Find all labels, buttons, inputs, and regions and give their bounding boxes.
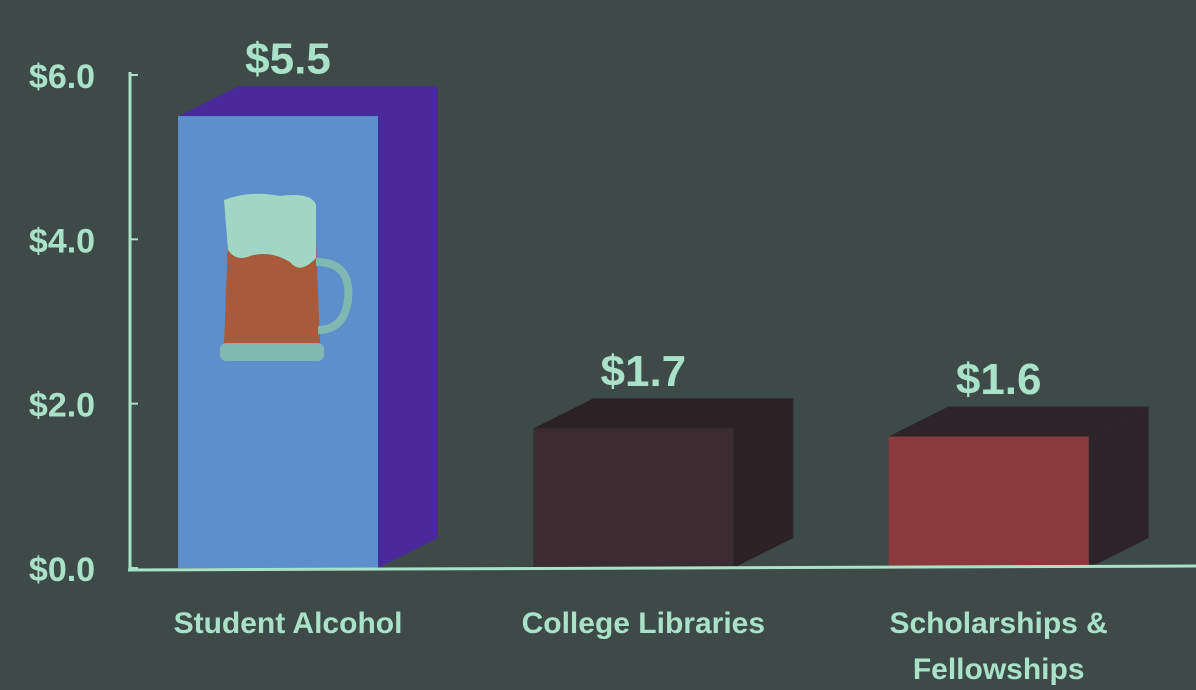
- bar-group: [533, 398, 794, 568]
- bar-side: [1088, 406, 1149, 568]
- beer-mug-icon: [220, 193, 353, 361]
- x-axis: [127, 564, 1196, 572]
- y-tick-label: $6.0: [29, 58, 95, 96]
- bar-side: [733, 398, 794, 568]
- y-tick-label: $4.0: [29, 222, 95, 260]
- value-label: $1.6: [956, 355, 1042, 404]
- y-tick-label: $0.0: [29, 551, 95, 589]
- bar-top: [178, 86, 438, 117]
- x-tick-label: Student Alcohol: [174, 607, 403, 640]
- bar-top: [533, 398, 794, 429]
- bar-top: [888, 406, 1149, 437]
- value-label: $5.5: [245, 35, 331, 84]
- bar: [888, 436, 1089, 568]
- bar-side: [378, 86, 438, 568]
- bar: [533, 428, 734, 568]
- x-tick-label: College Libraries: [522, 607, 765, 640]
- bar-group: [888, 406, 1149, 568]
- y-tick-label: $2.0: [29, 387, 95, 425]
- plot: [178, 86, 1149, 568]
- x-tick-label: Scholarships & Fellowships: [889, 607, 1107, 686]
- value-label: $1.7: [601, 347, 687, 396]
